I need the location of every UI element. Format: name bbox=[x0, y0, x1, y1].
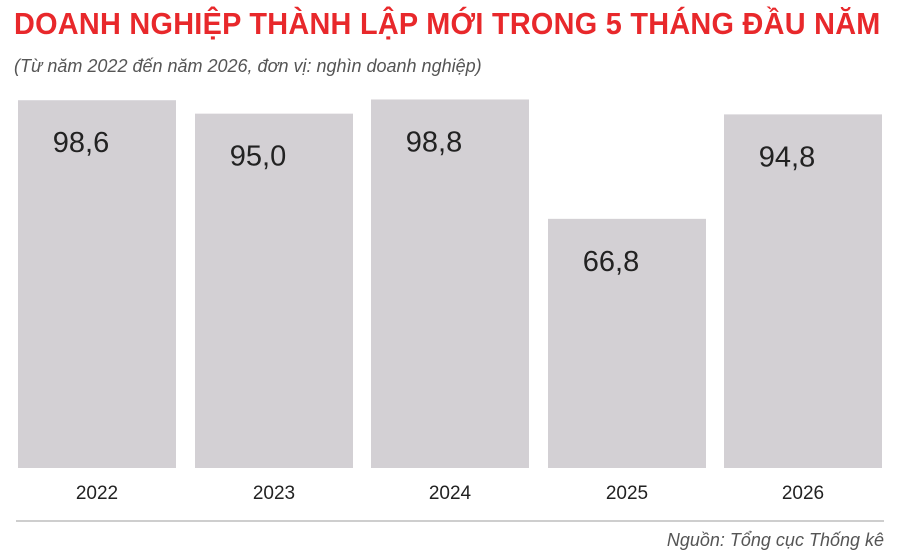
bar-2026 bbox=[724, 114, 882, 469]
chart-subtitle: (Từ năm 2022 đến năm 2026, đơn vị: nghìn… bbox=[14, 56, 482, 76]
x-tick-label-2022: 2022 bbox=[76, 483, 118, 504]
bar-2023 bbox=[195, 113, 353, 469]
bar-2025 bbox=[548, 218, 706, 468]
value-label-2026: 94,8 bbox=[759, 141, 815, 173]
x-tick-label-2026: 2026 bbox=[782, 483, 824, 504]
x-tick-label-2024: 2024 bbox=[429, 483, 472, 504]
value-label-2023: 95,0 bbox=[230, 141, 286, 173]
x-tick-label-2025: 2025 bbox=[606, 483, 648, 504]
x-tick-label-2023: 2023 bbox=[253, 483, 295, 504]
bar-2024 bbox=[371, 99, 529, 468]
source-note: Nguồn: Tổng cục Thống kê bbox=[666, 530, 884, 550]
chart-title: DOANH NGHIỆP THÀNH LẬP MỚI TRONG 5 THÁNG… bbox=[14, 6, 881, 41]
value-label-2024: 98,8 bbox=[406, 126, 462, 158]
value-label-2025: 66,8 bbox=[583, 246, 639, 278]
value-label-2022: 98,6 bbox=[53, 127, 109, 159]
bar-2022 bbox=[18, 100, 176, 469]
